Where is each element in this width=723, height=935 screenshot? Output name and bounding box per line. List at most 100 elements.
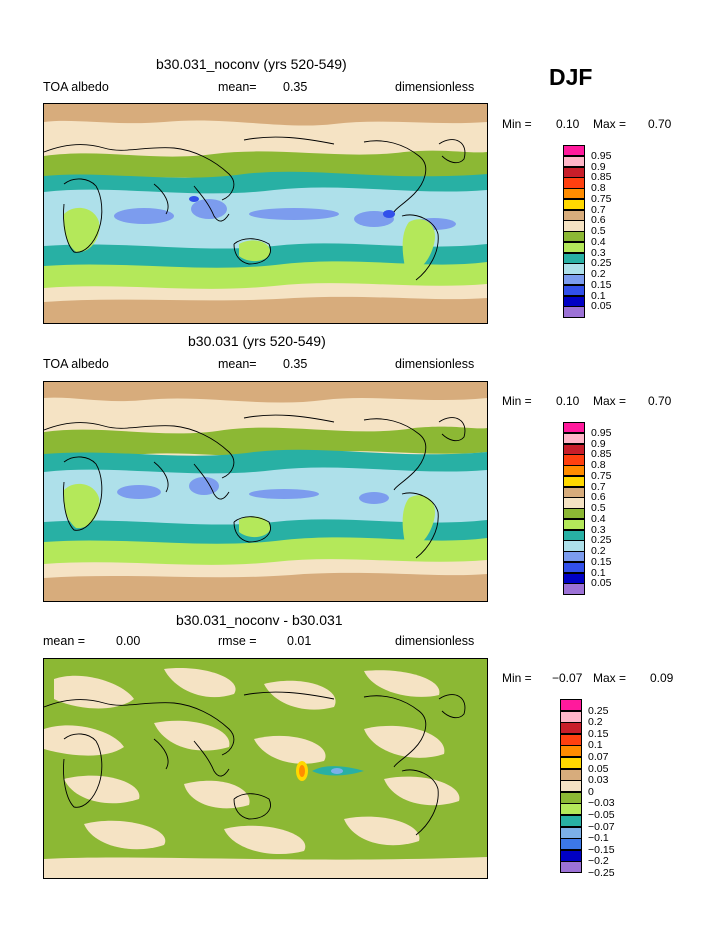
colorbar-swatch (563, 508, 585, 520)
colorbar-level-label: 0.8 (591, 459, 606, 471)
panel3-mean-value: 0.00 (116, 634, 141, 648)
colorbar-level-label: 0.3 (591, 246, 606, 259)
colorbar-swatch (563, 454, 585, 466)
panel3-colorbar: 0.25 0.2 0.15 0.1 0.07 0.05 0.03 0 −0.03 −0.05 −0.… (560, 699, 615, 878)
colorbar-level-label: 0.1 (591, 289, 606, 302)
colorbar-swatch (560, 815, 582, 828)
panel1-colorbar: 0.95 0.9 0.85 0.8 0.75 0.7 0.6 0.5 0.4 0.3 0.25 0.2… (563, 145, 611, 318)
panel2-variable-label: TOA albedo (43, 357, 109, 371)
colorbar-level-label: 0.4 (591, 235, 606, 248)
colorbar-level-label: 0.5 (591, 502, 606, 514)
panel3-min-label: Min = (502, 671, 532, 685)
colorbar-swatch (563, 432, 585, 444)
colorbar-swatch (560, 780, 582, 793)
colorbar-swatch (563, 188, 585, 200)
panel3-map (43, 658, 488, 879)
panel1-variable-label: TOA albedo (43, 80, 109, 94)
colorbar-level-label: 0.9 (591, 160, 606, 173)
colorbar-level-label: 0.05 (591, 300, 612, 313)
panel3-rmse-label: rmse = (218, 634, 257, 648)
colorbar-level-label: 0.4 (591, 512, 606, 525)
panel2-mean-value: 0.35 (283, 357, 308, 371)
colorbar-swatch (560, 826, 582, 839)
colorbar-swatch (563, 422, 585, 434)
panel2-title: b30.031 (yrs 520-549) (188, 333, 326, 349)
colorbar-swatch (563, 475, 585, 487)
colorbar-swatch (563, 263, 585, 275)
colorbar-level-label: 0.15 (591, 555, 612, 568)
panel1-map (43, 103, 488, 324)
colorbar-level-label: 0.03 (588, 774, 609, 787)
colorbar-swatch (560, 803, 582, 816)
colorbar-swatch (563, 155, 585, 167)
colorbar-swatch (563, 561, 585, 573)
colorbar-level-label: 0.95 (591, 426, 612, 439)
colorbar-swatch (560, 849, 582, 862)
colorbar-level-label: −0.07 (588, 820, 615, 833)
colorbar-swatch (563, 241, 585, 253)
colorbar-swatch (563, 540, 585, 552)
colorbar-level-label: 0.2 (588, 716, 603, 729)
season-label: DJF (549, 64, 593, 90)
colorbar-level-label: 0.25 (591, 534, 612, 547)
colorbar-level-label: 0.25 (588, 704, 609, 717)
panel2-max-value: 0.70 (648, 394, 672, 408)
colorbar-swatch (563, 486, 585, 498)
colorbar-level-label: −0.03 (588, 797, 615, 810)
colorbar-swatch (563, 166, 585, 178)
panel2-max-label: Max = (593, 394, 627, 408)
colorbar-level-label: −0.05 (588, 809, 615, 821)
panel2-min-label: Min = (502, 394, 532, 408)
colorbar-level-label: 0.1 (588, 739, 603, 752)
colorbar-level-label: 0.8 (591, 182, 606, 194)
colorbar-swatch (560, 722, 582, 735)
colorbar-swatch (563, 465, 585, 477)
panel1-min-value: 0.10 (556, 117, 580, 131)
colorbar-swatch (563, 177, 585, 189)
panel2-units: dimensionless (395, 357, 475, 371)
colorbar-level-label: 0.05 (591, 577, 612, 590)
colorbar-level-label: 0.95 (591, 149, 612, 162)
colorbar-swatch (563, 231, 585, 243)
colorbar-swatch (563, 551, 585, 563)
panel1-min-label: Min = (502, 117, 532, 131)
colorbar-swatch (563, 220, 585, 232)
colorbar-swatch (563, 198, 585, 210)
colorbar-swatch (560, 861, 582, 874)
colorbar-level-label: 0 (588, 785, 594, 798)
panel1-max-value: 0.70 (648, 117, 672, 131)
colorbar-level-label: −0.15 (588, 843, 615, 856)
panel2-mean-label: mean= (218, 357, 257, 371)
colorbar-level-label: −0.25 (588, 867, 615, 879)
colorbar-level-label: 0.25 (591, 257, 612, 270)
panel2-map (43, 381, 488, 602)
panel2-min-value: 0.10 (556, 394, 580, 408)
colorbar-swatch (563, 497, 585, 509)
colorbar-swatch (563, 295, 585, 307)
colorbar-swatch (560, 745, 582, 758)
colorbar-swatch (563, 306, 585, 318)
colorbar-swatch (563, 529, 585, 541)
colorbar-level-label: −0.2 (588, 855, 609, 868)
colorbar-level-label: 0.15 (588, 727, 609, 740)
colorbar-level-label: 0.7 (591, 203, 606, 216)
panel3-mean-label: mean = (43, 634, 86, 648)
panel3-units: dimensionless (395, 634, 475, 648)
colorbar-level-label: 0.85 (591, 171, 612, 184)
panel3-max-value: 0.09 (650, 671, 674, 685)
colorbar-swatch (563, 572, 585, 584)
colorbar-level-label: 0.07 (588, 751, 609, 763)
colorbar-swatch (560, 838, 582, 851)
colorbar-swatch (563, 145, 585, 157)
colorbar-level-label: 0.2 (591, 268, 606, 280)
panel3-min-value: −0.07 (552, 671, 583, 685)
colorbar-level-label: 0.15 (591, 278, 612, 291)
colorbar-swatch (560, 791, 582, 804)
colorbar-swatch (563, 284, 585, 296)
panel1-max-label: Max = (593, 117, 627, 131)
colorbar-level-label: 0.85 (591, 448, 612, 461)
colorbar-level-label: −0.1 (588, 832, 609, 845)
panel3-title: b30.031_noconv - b30.031 (176, 612, 343, 628)
colorbar-level-label: 0.75 (591, 192, 612, 205)
colorbar-swatch (563, 209, 585, 221)
